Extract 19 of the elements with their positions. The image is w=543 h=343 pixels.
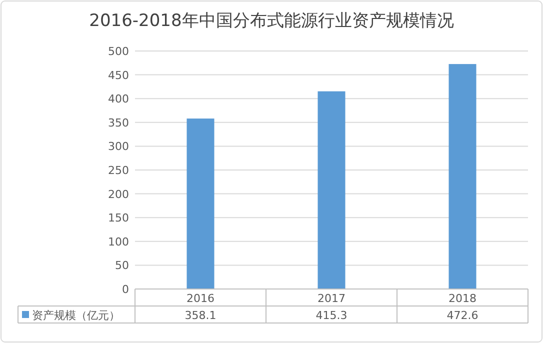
ytick: 450 bbox=[108, 68, 129, 82]
ytick: 350 bbox=[108, 116, 129, 130]
data-label: 472.6 bbox=[446, 309, 478, 322]
ytick: 50 bbox=[115, 259, 129, 272]
data-label: 358.1 bbox=[184, 309, 216, 322]
ytick: 200 bbox=[108, 188, 129, 201]
title: 2016-2018年中国分布式能源行业资产规模情况 bbox=[89, 11, 454, 31]
ytick: 0 bbox=[122, 283, 129, 296]
ytick: 500 bbox=[108, 45, 129, 58]
legend-label: 资产规模（亿元） bbox=[32, 309, 120, 322]
ytick: 150 bbox=[108, 212, 129, 225]
ytick: 250 bbox=[108, 164, 129, 177]
data-label: 415.3 bbox=[316, 309, 348, 322]
ytick: 100 bbox=[108, 235, 129, 248]
ytick: 300 bbox=[108, 140, 129, 154]
xtick: 2016 bbox=[186, 292, 214, 305]
ytick: 400 bbox=[108, 92, 129, 106]
xtick: 2017 bbox=[318, 292, 346, 305]
xtick: 2018 bbox=[448, 292, 476, 305]
